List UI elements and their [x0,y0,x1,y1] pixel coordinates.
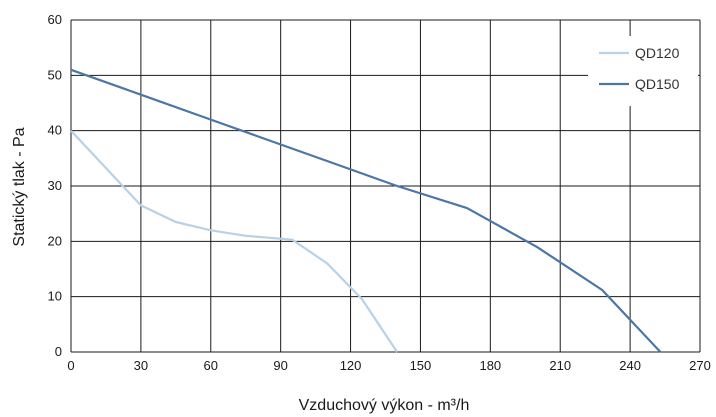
series-line-qd120 [70,129,399,353]
y-tick-label: 50 [48,67,62,82]
series-line-qd150 [70,68,662,353]
legend-label: QD150 [635,76,680,92]
x-tick-label: 270 [689,358,711,373]
y-tick-label: 10 [48,289,62,304]
x-tick-label: 60 [204,358,218,373]
y-tick-label: 40 [48,123,62,138]
y-tick-label: 30 [48,178,62,193]
legend-label: QD120 [635,45,680,61]
x-axis-title: Vzduchový výkon - m³/h [299,397,470,414]
x-tick-label: 90 [273,358,287,373]
x-tick-label: 240 [619,358,641,373]
x-tick-label: 120 [340,358,362,373]
legend-box [588,36,698,106]
y-tick-label: 0 [55,344,62,359]
y-tick-label: 20 [48,233,62,248]
x-tick-label: 30 [134,358,148,373]
x-tick-label: 150 [410,358,432,373]
y-tick-label: 60 [48,12,62,27]
x-tick-label: 210 [549,358,571,373]
x-tick-label: 180 [479,358,501,373]
series-layer [70,68,662,353]
tick-labels: 0 30 60 90 120 150 180 210 240 270 0 10 20 30 40 50 60 [48,12,711,373]
y-axis-title: Statický tlak - Pa [11,127,28,246]
legend: QD120 QD150 [588,36,698,106]
x-tick-label: 0 [67,358,74,373]
grid [70,19,701,353]
